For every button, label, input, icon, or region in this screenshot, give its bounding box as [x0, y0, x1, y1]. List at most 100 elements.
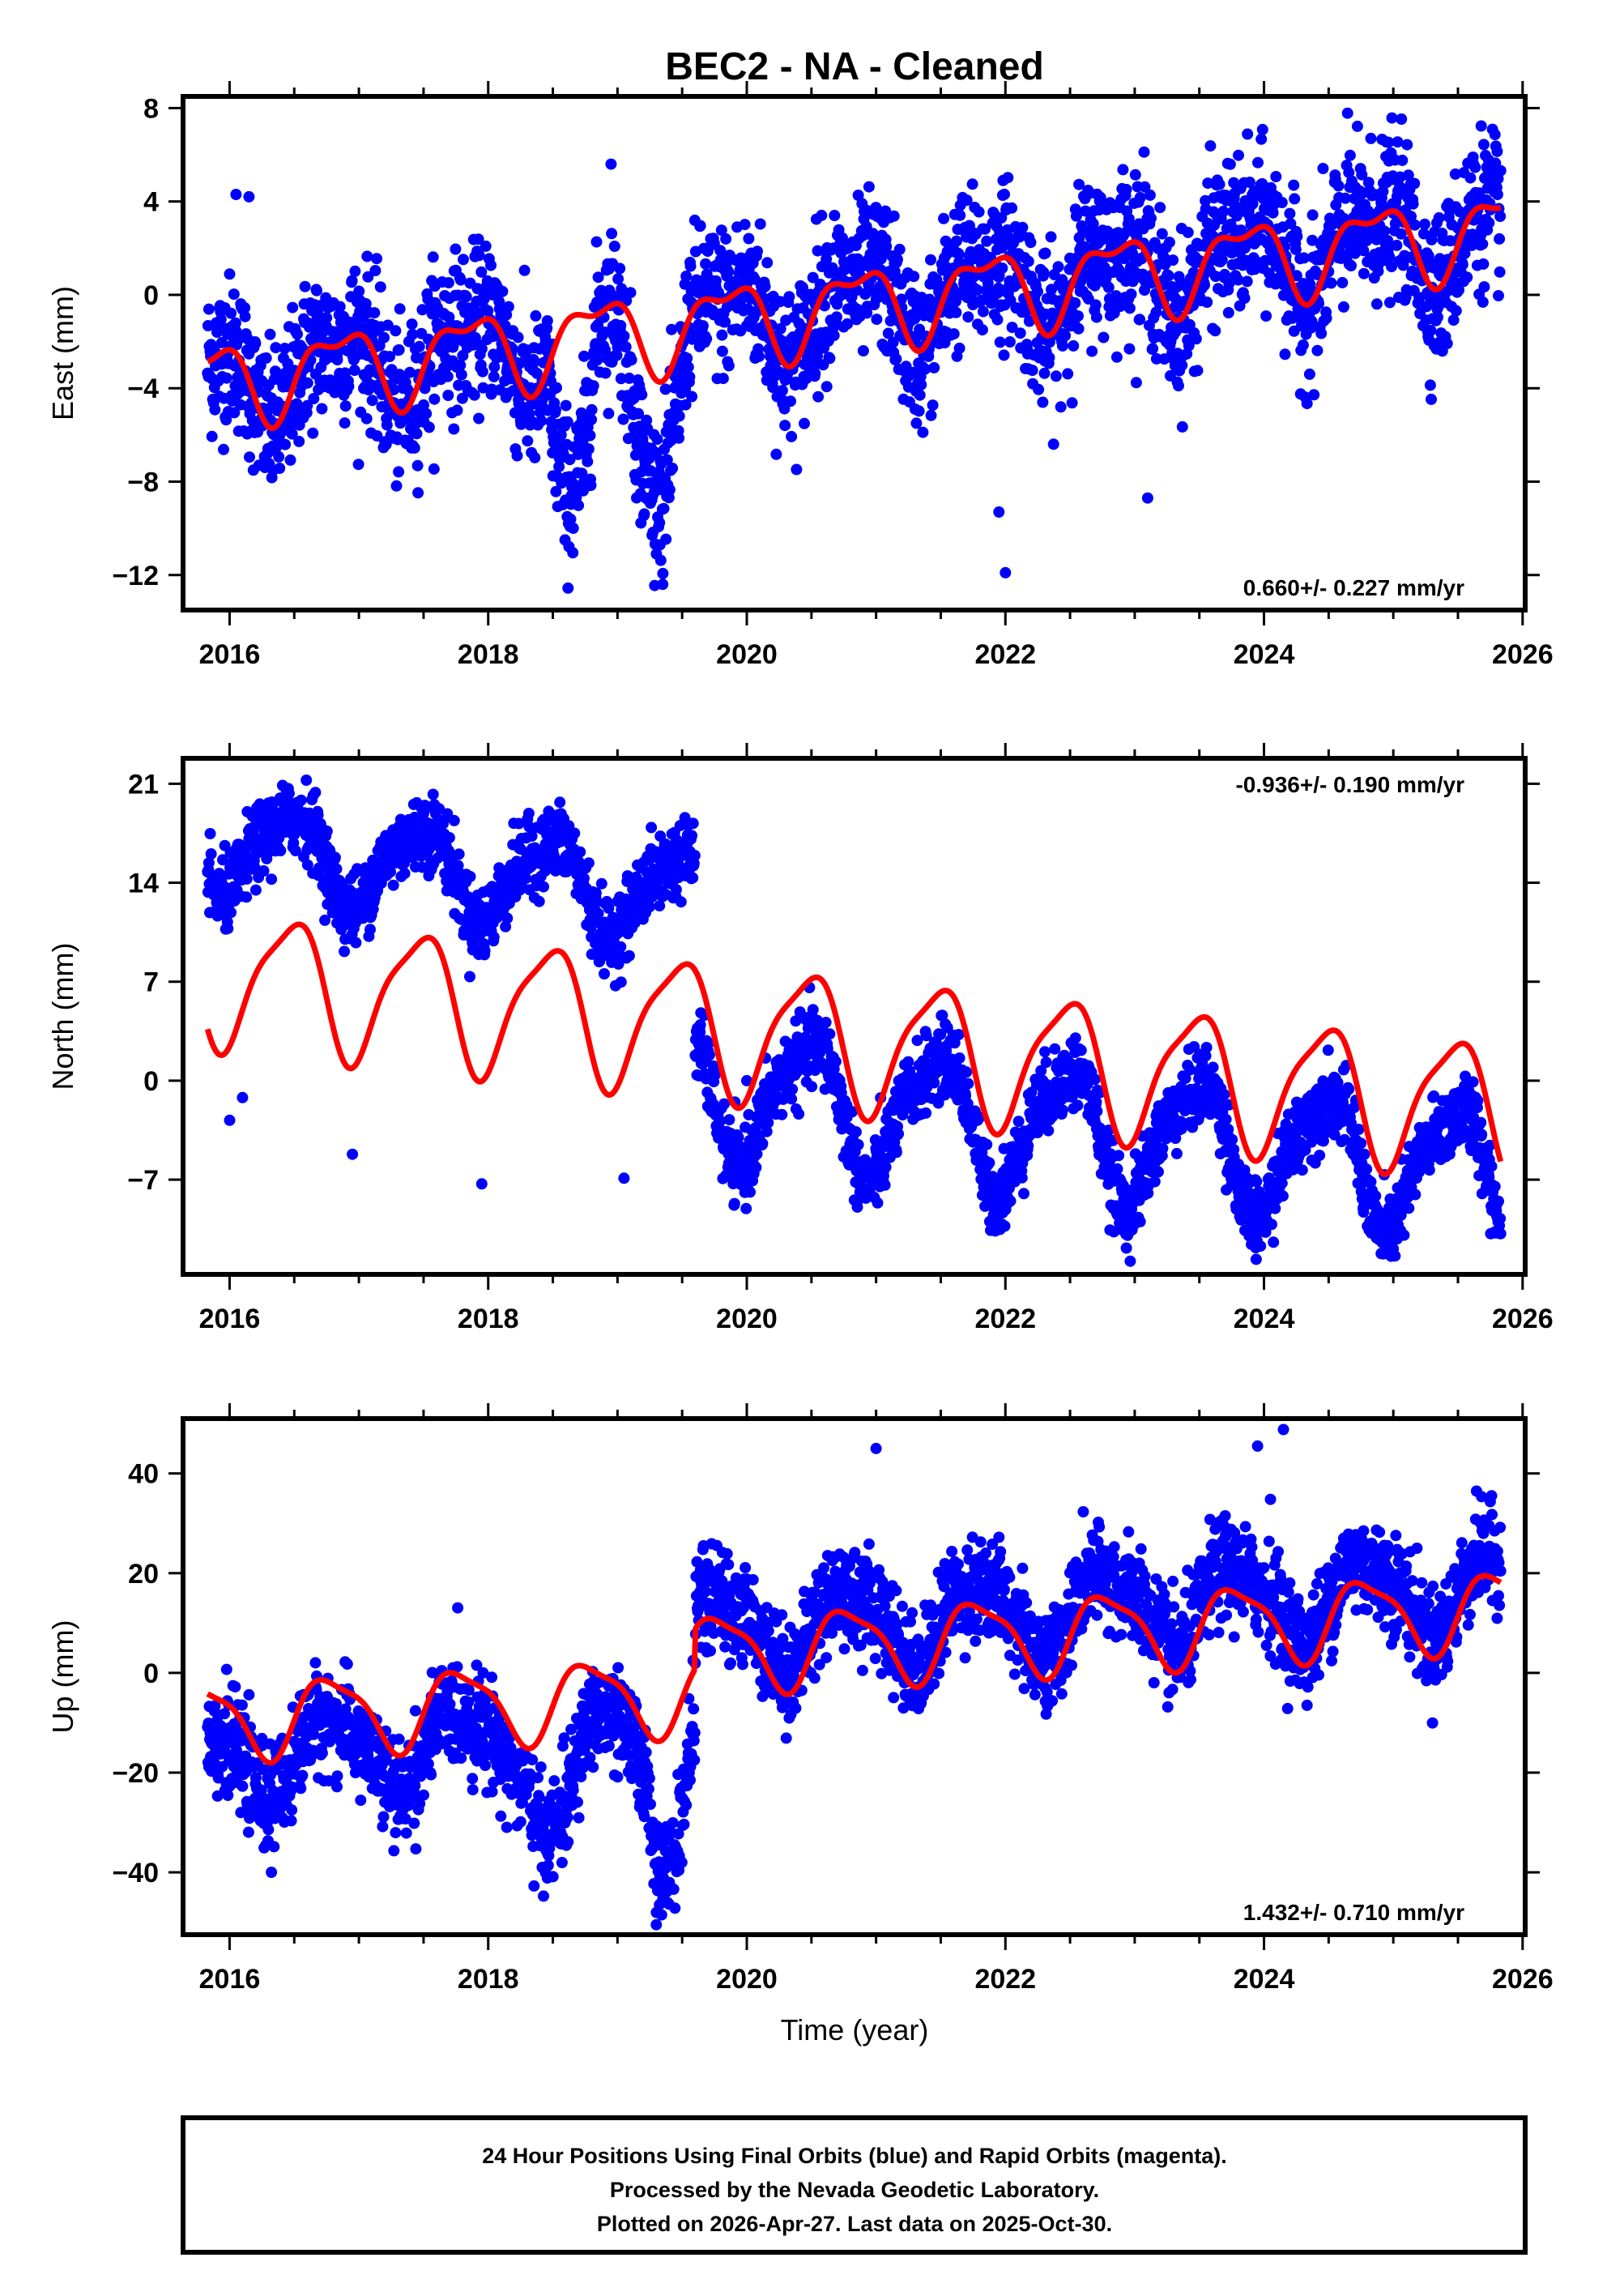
east-point: [1424, 379, 1436, 391]
east-point: [753, 350, 765, 362]
east-point: [1182, 226, 1194, 238]
east-point: [555, 429, 567, 441]
east-point: [1447, 314, 1460, 326]
east-point: [717, 373, 729, 385]
north-point: [590, 895, 603, 907]
east-point: [682, 361, 694, 373]
east-point: [996, 262, 1008, 274]
east-point: [1456, 258, 1468, 271]
east-point: [1276, 197, 1288, 208]
east-point: [1233, 149, 1244, 161]
north-point: [710, 1068, 722, 1080]
north-point: [643, 901, 655, 913]
east-point: [1494, 266, 1506, 278]
east-point: [1409, 219, 1421, 231]
east-point: [809, 368, 821, 380]
east-point: [1315, 327, 1328, 339]
east-point: [1407, 198, 1419, 210]
east-point: [680, 399, 692, 411]
east-point: [590, 236, 603, 248]
east-point: [1154, 202, 1166, 214]
east-point: [228, 288, 240, 301]
east-point: [565, 513, 577, 525]
east-point: [716, 345, 728, 357]
east-point: [710, 275, 722, 287]
north-point: [718, 1098, 730, 1110]
east-point: [1216, 254, 1228, 266]
east-point: [928, 361, 940, 373]
north-point: [433, 803, 445, 815]
east-point: [917, 426, 929, 438]
east-point: [1477, 139, 1490, 151]
east-point: [584, 429, 596, 442]
east-point: [411, 428, 423, 440]
north-point: [321, 826, 333, 837]
east-point: [458, 254, 469, 266]
north-point: [266, 873, 278, 886]
east-point: [1263, 267, 1275, 280]
north-point: [750, 1162, 762, 1173]
east-point: [408, 442, 420, 454]
east-point: [512, 331, 524, 344]
east-point: [1256, 123, 1268, 135]
east-point: [362, 271, 374, 283]
east-point: [1301, 398, 1313, 410]
east-point: [564, 454, 576, 466]
east-point: [641, 414, 653, 426]
east-point: [477, 382, 489, 394]
east-point: [816, 209, 828, 221]
east-point: [1343, 166, 1355, 178]
east-y-axis-title: East (mm): [46, 286, 79, 420]
east-x-tick-label: 2024: [1234, 639, 1295, 670]
east-point: [1213, 178, 1225, 190]
east-point: [1336, 276, 1349, 288]
east-point: [1279, 348, 1291, 361]
east-point: [550, 485, 562, 497]
east-point: [723, 266, 735, 278]
east-point: [1351, 120, 1363, 132]
east-point: [486, 383, 498, 395]
east-point: [1072, 322, 1085, 335]
north-point: [241, 891, 253, 903]
east-point: [890, 353, 902, 365]
north-point: [732, 1131, 744, 1143]
east-point: [239, 310, 251, 322]
north-point: [399, 857, 411, 869]
east-point: [1098, 331, 1110, 344]
east-point: [1392, 136, 1404, 148]
east-point: [1167, 254, 1179, 267]
east-point: [404, 366, 416, 378]
north-point: [1012, 1116, 1025, 1128]
north-point: [615, 941, 627, 953]
east-y-tick-label: −4: [127, 373, 159, 404]
east-point: [612, 273, 624, 285]
east-point: [778, 403, 791, 415]
north-point: [852, 1139, 864, 1150]
east-point: [316, 403, 328, 415]
north-point: [761, 1125, 773, 1137]
east-point: [566, 476, 578, 489]
east-point: [1230, 210, 1243, 222]
east-point: [659, 383, 671, 395]
east-point: [1395, 228, 1407, 240]
east-point: [1288, 179, 1300, 191]
east-point: [1290, 270, 1302, 282]
east-point: [761, 257, 774, 269]
east-point: [535, 415, 548, 427]
east-point: [1450, 305, 1462, 317]
east-point: [623, 372, 635, 384]
east-point: [653, 640, 664, 651]
east-point: [390, 480, 403, 492]
east-point: [1190, 333, 1202, 345]
east-point: [215, 314, 227, 326]
east-point: [1222, 307, 1234, 318]
east-point: [1332, 180, 1345, 192]
north-point: [364, 924, 376, 936]
east-point: [950, 235, 962, 247]
east-point: [1489, 129, 1501, 141]
east-point: [1023, 315, 1035, 327]
east-point: [973, 206, 985, 218]
east-point: [663, 484, 676, 496]
